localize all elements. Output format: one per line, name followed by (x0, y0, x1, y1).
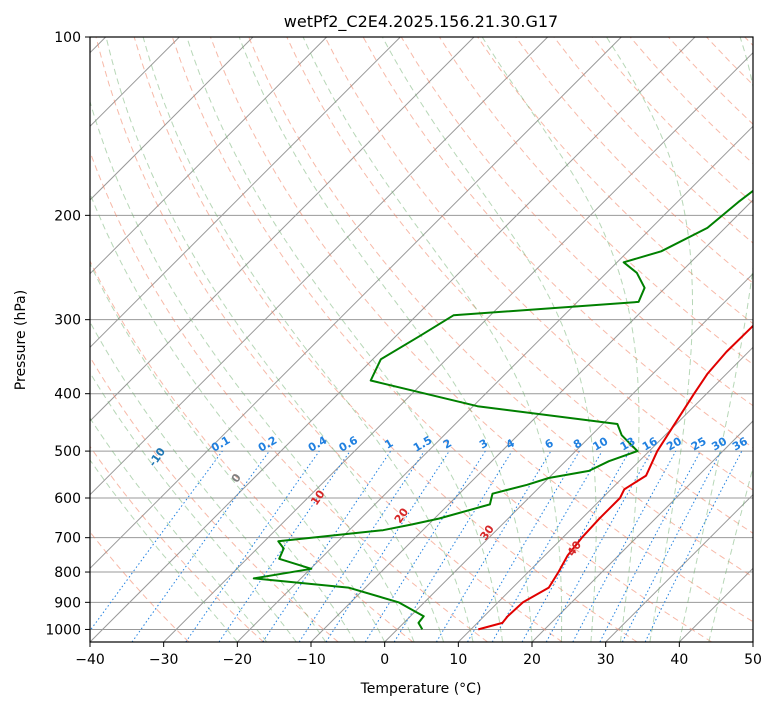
moist-adiabat-line (90, 417, 268, 642)
mixing-ratio-label: 2 (441, 437, 454, 452)
dry-adiabat-line (591, 37, 753, 204)
moist-adiabat-line (481, 37, 640, 642)
mixing-ratio-line (572, 450, 677, 642)
isotherm-line (90, 37, 622, 570)
mixing-ratio-line (298, 450, 425, 642)
isotherm-line (605, 493, 753, 642)
mixing-ratio-line (131, 450, 270, 642)
mixing-ratio-line (185, 450, 320, 642)
y-tick-label: 600 (54, 491, 81, 507)
x-tick-label: 30 (597, 652, 615, 668)
y-tick-label: 500 (54, 444, 81, 460)
isotherm-line (90, 37, 696, 642)
dry-adiabat-line (744, 37, 753, 47)
y-tick-label: 700 (54, 531, 81, 547)
dry-adiabat-line (171, 37, 712, 642)
x-tick-label: −30 (149, 652, 179, 668)
dry-adiabat-line (248, 37, 753, 578)
isotherm-line (90, 37, 549, 496)
isotherm-line (678, 567, 753, 642)
isotherm-line (163, 51, 753, 642)
moist-adiabat-line (708, 465, 753, 642)
mixing-ratio-line (218, 450, 351, 642)
x-tick-label: −10 (296, 652, 326, 668)
y-tick-label: 100 (54, 30, 81, 46)
mixing-ratio-line (364, 450, 486, 642)
dry-adiabat-line (95, 37, 563, 642)
isotherm-line (90, 37, 401, 349)
y-tick-label: 900 (54, 595, 81, 611)
mixing-ratio-line (599, 450, 701, 642)
x-tick-label: 50 (744, 652, 762, 668)
plot-frame (89, 36, 754, 643)
temperature-profile-line (478, 324, 753, 631)
moist-adiabat-line (90, 459, 238, 642)
y-tick-label: 300 (54, 313, 81, 329)
dry-adiabat-line (515, 37, 753, 284)
y-axis-label: Pressure (hPa) (13, 290, 29, 390)
dry-adiabat-line (706, 37, 753, 86)
dry-adiabat-line (553, 37, 753, 244)
dry-adiabat-line (90, 259, 414, 642)
moist-adiabat-line (678, 37, 753, 642)
moist-adiabat-line (90, 99, 415, 642)
isotherm-line (90, 37, 475, 422)
dry-adiabat-line (210, 37, 753, 623)
x-tick-label: −20 (223, 652, 253, 668)
isotherm-line (384, 272, 753, 642)
x-tick-label: 10 (449, 652, 467, 668)
x-tick-label: 40 (670, 652, 688, 668)
mixing-ratio-line (90, 450, 223, 632)
moist-adiabat-line (606, 37, 693, 642)
moist-adiabat-line (90, 192, 386, 642)
dewpoint-profile-line (252, 189, 753, 630)
moist-adiabat-line (381, 37, 597, 642)
mixing-ratio-line (262, 450, 392, 642)
dry-adiabat-line (90, 150, 488, 642)
y-tick-label: 200 (54, 208, 81, 224)
mixing-ratio-line (644, 450, 743, 642)
y-tick-label: 1000 (45, 622, 81, 638)
dry-adiabat-line (668, 37, 753, 125)
isotherm-line (752, 641, 753, 642)
moist-adiabat-line (302, 37, 563, 642)
isotherm-line (457, 346, 753, 642)
mixing-ratio-line (521, 450, 630, 642)
moist-adiabat-line (90, 321, 327, 642)
x-axis-label: Temperature (°C) (360, 681, 482, 697)
moist-adiabat-line (186, 37, 503, 642)
dry-adiabat-label: -10 (146, 445, 168, 469)
moist-adiabat-line (90, 371, 297, 642)
x-tick-label: −40 (75, 652, 105, 668)
isotherm-line (90, 37, 328, 275)
mixing-ratio-label: 4 (504, 436, 517, 451)
dry-adiabat-line (286, 37, 753, 534)
mixing-ratio-line (325, 450, 450, 642)
dry-adiabat-label: 30 (477, 522, 497, 542)
mixing-ratio-line (467, 450, 580, 642)
dry-adiabat-line (90, 445, 264, 642)
x-tick-label: 20 (523, 652, 541, 668)
x-tick-label: 0 (380, 652, 389, 668)
y-tick-label: 400 (54, 387, 81, 403)
mixing-ratio-line (545, 450, 653, 642)
y-tick-label: 800 (54, 565, 81, 581)
isotherm-line (310, 199, 753, 642)
dry-adiabat-line (90, 356, 339, 642)
moist-adiabat-line (90, 262, 356, 642)
mixing-ratio-label: 6 (543, 436, 556, 451)
isotherm-line (236, 125, 753, 642)
moist-adiabat-line (105, 37, 445, 642)
moist-adiabat-line (142, 37, 474, 642)
isotherm-line (531, 420, 753, 642)
isotherm-line (90, 37, 254, 201)
chart-title: wetPf2_C2E4.2025.156.21.30.G17 (284, 12, 558, 32)
dry-adiabat-line (133, 37, 638, 642)
mixing-ratio-line (393, 450, 513, 642)
dry-adiabat-line (324, 37, 753, 491)
